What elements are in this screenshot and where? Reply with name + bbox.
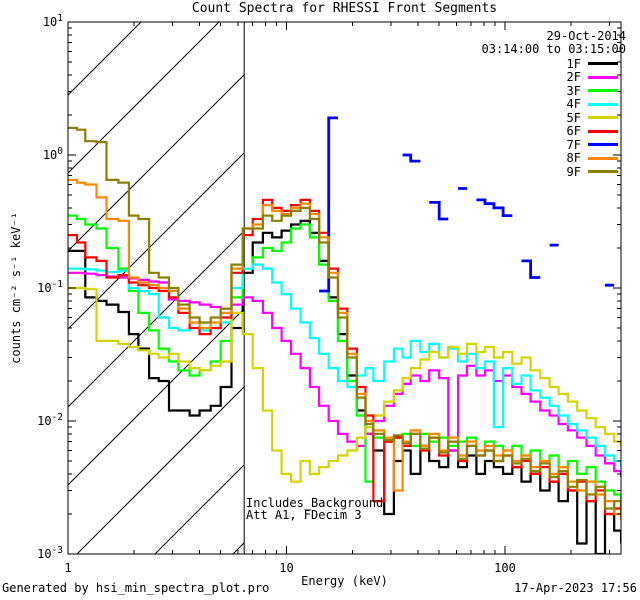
x-axis-label: Energy (keV) bbox=[301, 574, 388, 588]
legend-label: 6F bbox=[566, 124, 581, 139]
legend-swatch bbox=[588, 143, 618, 147]
svg-text:10-2: 10-2 bbox=[37, 412, 63, 428]
legend-swatch bbox=[588, 102, 618, 106]
legend-item-2f: 2F bbox=[566, 70, 618, 85]
page-title: Count Spectra for RHESSI Front Segments bbox=[191, 1, 498, 16]
legend-label: 1F bbox=[566, 56, 581, 71]
series-8f bbox=[68, 178, 621, 522]
legend-swatch bbox=[588, 156, 618, 160]
legend-item-8f: 8F bbox=[566, 151, 618, 166]
legend-item-3f: 3F bbox=[567, 84, 618, 98]
legend-label: 4F bbox=[566, 97, 581, 112]
series-5f bbox=[68, 286, 621, 483]
footer-timestamp: 17-Apr-2023 17:56 bbox=[514, 581, 637, 595]
legend-item-7f: 7F bbox=[567, 138, 618, 152]
legend-label: 9F bbox=[566, 164, 581, 179]
series-4f bbox=[68, 263, 621, 469]
svg-text:100: 100 bbox=[43, 146, 63, 162]
legend: 1F 2F 3F 4F 5F 6F 7F 8F 9F bbox=[567, 57, 618, 179]
legend-swatch bbox=[588, 75, 618, 79]
date-label: 29-Oct-2014 bbox=[546, 29, 626, 43]
y-tick-labels: 101 100 10-1 10-2 10-3 bbox=[37, 13, 63, 561]
legend-swatch bbox=[588, 116, 618, 120]
attenuator-label: Att A1, FDecim 3 bbox=[246, 508, 362, 522]
legend-label: 7F bbox=[566, 137, 581, 152]
svg-text:10: 10 bbox=[279, 561, 293, 575]
series-3f bbox=[68, 214, 621, 503]
hatch-region bbox=[68, 22, 245, 554]
includes-background-label: Includes_Background bbox=[246, 496, 384, 510]
legend-item-5f: 5F bbox=[567, 111, 618, 125]
legend-swatch bbox=[588, 170, 618, 174]
legend-label: 2F bbox=[566, 70, 581, 85]
series-7f bbox=[319, 116, 615, 293]
footer-generated-by: Generated by hsi_min_spectra_plot.pro bbox=[2, 581, 270, 595]
legend-swatch bbox=[588, 62, 618, 66]
observation-datetime: 29-Oct-2014 03:14:00 to 03:15:00 bbox=[482, 30, 627, 56]
svg-text:10-3: 10-3 bbox=[37, 545, 63, 561]
legend-item-1f: 1F bbox=[567, 57, 618, 71]
legend-swatch bbox=[588, 89, 618, 93]
plot-note: Includes_Background Att A1, FDecim 3 bbox=[246, 497, 383, 521]
legend-item-6f: 6F bbox=[566, 124, 618, 139]
svg-text:100: 100 bbox=[494, 561, 516, 575]
legend-label: 5F bbox=[566, 110, 581, 125]
legend-item-4f: 4F bbox=[566, 97, 618, 112]
y-axis-label: counts cm⁻² s⁻¹ keV⁻¹ bbox=[9, 212, 23, 364]
svg-text:10-1: 10-1 bbox=[37, 279, 63, 295]
series-2f bbox=[68, 271, 621, 478]
series-9f bbox=[68, 126, 621, 516]
legend-label: 8F bbox=[566, 151, 581, 166]
legend-label: 3F bbox=[566, 83, 581, 98]
svg-text:1: 1 bbox=[64, 561, 71, 575]
svg-text:101: 101 bbox=[43, 13, 63, 29]
time-range-label: 03:14:00 to 03:15:00 bbox=[481, 42, 627, 56]
legend-item-9f: 9F bbox=[567, 165, 618, 179]
x-tick-labels: 1 10 100 bbox=[64, 561, 515, 575]
legend-swatch bbox=[588, 129, 618, 133]
